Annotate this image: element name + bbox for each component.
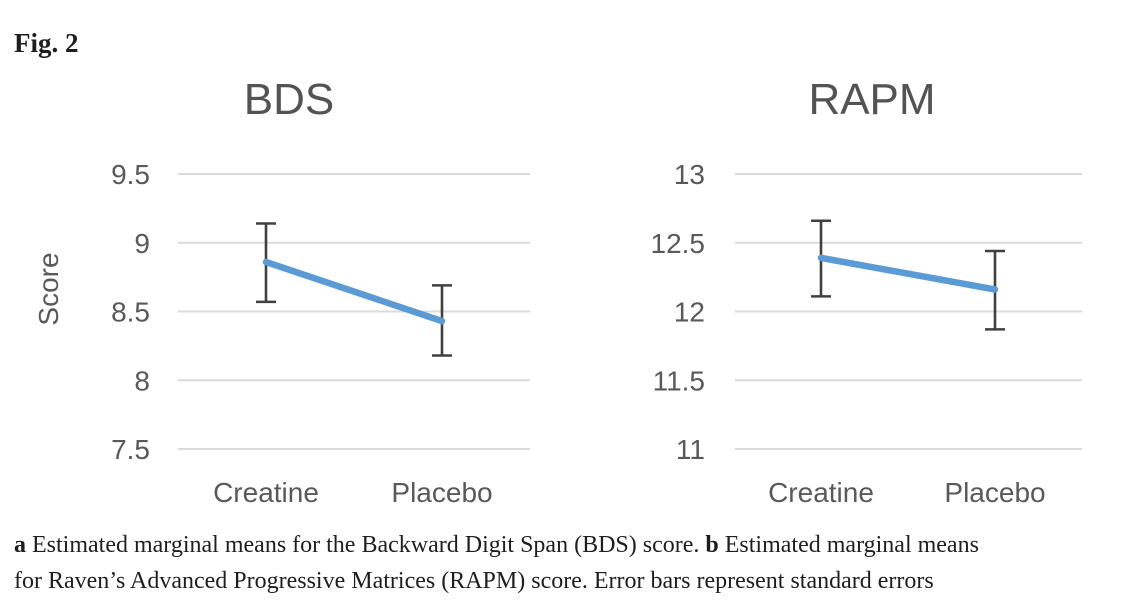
y-tick-label: 9 [134,228,150,259]
series-line [262,258,446,325]
chart-title: RAPM [808,75,935,124]
y-tick-label: 12.5 [651,228,706,259]
caption-marker-b: b [705,532,719,558]
caption-marker-a: a [14,532,26,558]
y-tick-label: 7.5 [111,434,150,465]
x-category-label: Placebo [944,477,1045,508]
x-category-label: Placebo [391,477,492,508]
chart-rapm: 13 12.5 12 11.5 11 RAPM Creatine Placebo [651,75,1082,508]
y-tick-label: 12 [674,297,705,328]
y-tick-label: 9.5 [111,159,150,190]
x-category-label: Creatine [768,477,874,508]
y-tick-label: 11 [676,434,705,465]
y-tick-label: 13 [674,159,705,190]
caption-text-2: Estimated marginal means [718,532,979,558]
figure-caption: a Estimated marginal means for the Backw… [14,527,1122,599]
chart-title: BDS [244,75,334,124]
chart-bds: 9.5 9 8.5 8 7.5 BDS Score Creatine Placebo [33,75,530,508]
figure-label: Fig. 2 [14,28,79,58]
y-axis-title: Score [33,252,64,325]
y-tick-label: 11.5 [653,365,705,396]
caption-text-1: Estimated marginal means for the Backwar… [26,532,706,558]
series-line [817,254,999,293]
caption-text-3: for Raven’s Advanced Progressive Matrice… [14,568,934,594]
x-category-label: Creatine [213,477,319,508]
y-tick-label: 8.5 [111,297,150,328]
y-tick-label: 8 [134,365,150,396]
